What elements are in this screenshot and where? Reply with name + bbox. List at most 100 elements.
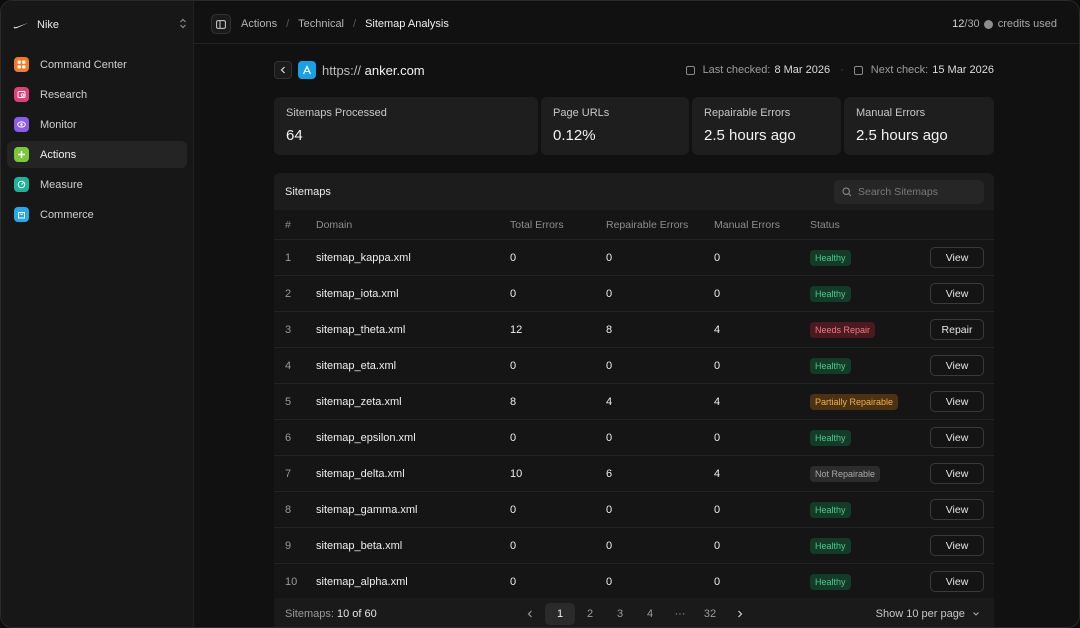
column-header-repairable-errors[interactable]: Repairable Errors: [606, 218, 689, 231]
row-repairable-errors: 6: [606, 467, 613, 480]
stats-row: Sitemaps Processed 64 Page URLs 0.12% Re…: [274, 97, 994, 155]
nike-logo-icon: [13, 17, 29, 33]
sidebar: Nike Command Center Research Monitor Action…: [1, 1, 194, 627]
table-row: 2 sitemap_iota.xml 0 0 0 Healthy View: [274, 276, 994, 312]
view-button[interactable]: View: [930, 427, 984, 448]
page-button[interactable]: 4: [646, 608, 654, 620]
research-icon: [14, 87, 29, 102]
per-page-select[interactable]: Show 10 per page: [876, 608, 980, 620]
breadcrumb: Actions / Technical / Sitemap Analysis: [241, 18, 449, 30]
next-check-date: 15 Mar 2026: [932, 64, 994, 76]
action-cell: View: [930, 240, 984, 275]
view-button[interactable]: View: [930, 463, 984, 484]
row-manual-errors: 0: [714, 575, 721, 588]
column-header-status[interactable]: Status: [810, 218, 840, 231]
row-index: 4: [285, 359, 292, 372]
stat-label: Sitemaps Processed: [286, 107, 387, 119]
action-cell: View: [930, 420, 984, 455]
stat-value: 2.5 hours ago: [856, 127, 948, 144]
column-header-index: #: [285, 218, 291, 231]
row-domain: sitemap_zeta.xml: [316, 395, 402, 408]
view-button[interactable]: View: [930, 283, 984, 304]
view-button[interactable]: View: [930, 499, 984, 520]
next-page-button[interactable]: [725, 603, 755, 625]
sidebar-item-label: Commerce: [40, 208, 94, 221]
chevron-right-icon: [738, 610, 743, 618]
org-switcher[interactable]: Nike: [13, 13, 187, 37]
search-input[interactable]: [858, 186, 978, 198]
sidebar-nav: Command Center Research Monitor Actions Meas…: [7, 51, 187, 231]
row-repairable-errors: 4: [606, 395, 613, 408]
status-cell: Healthy: [810, 240, 851, 275]
row-repairable-errors: 0: [606, 431, 613, 444]
row-total-errors: 0: [510, 539, 517, 552]
sidebar-item-research[interactable]: Research: [7, 81, 187, 108]
sidebar-item-label: Command Center: [40, 58, 127, 71]
stat-card-page-urls: Page URLs 0.12%: [541, 97, 689, 155]
sidebar-item-commerce[interactable]: Commerce: [7, 201, 187, 228]
row-manual-errors: 0: [714, 251, 721, 264]
sidebar-toggle-icon: [216, 19, 226, 29]
breadcrumb-item-actions[interactable]: Actions: [241, 18, 278, 30]
row-total-errors: 0: [510, 431, 517, 444]
row-domain: sitemap_gamma.xml: [316, 503, 418, 516]
row-count-label: Sitemaps:: [285, 608, 334, 620]
sidebar-item-monitor[interactable]: Monitor: [7, 111, 187, 138]
org-name: Nike: [37, 19, 60, 31]
table-row: 5 sitemap_zeta.xml 8 4 4 Partially Repairable…: [274, 384, 994, 420]
page-button[interactable]: 2: [586, 608, 594, 620]
view-button[interactable]: View: [930, 535, 984, 556]
table-row: 9 sitemap_beta.xml 0 0 0 Healthy View: [274, 528, 994, 564]
chevron-left-icon: [527, 610, 532, 618]
action-cell: View: [930, 528, 984, 563]
sidebar-item-label: Actions: [40, 148, 77, 161]
top-bar: Actions / Technical / Sitemap Analysis 1…: [194, 1, 1079, 44]
pagination: 1 2 3 4 ··· 32: [515, 603, 755, 625]
column-header-manual-errors[interactable]: Manual Errors: [714, 218, 780, 231]
table-footer: Sitemaps: 10 of 60 1 2 3 4 ··· 32 Show 10 per…: [274, 598, 994, 627]
breadcrumb-item-technical[interactable]: Technical: [298, 18, 344, 30]
view-button[interactable]: View: [930, 391, 984, 412]
table-row: 4 sitemap_eta.xml 0 0 0 Healthy View: [274, 348, 994, 384]
measure-icon: [14, 177, 29, 192]
row-index: 9: [285, 539, 292, 552]
stat-card-sitemaps-processed: Sitemaps Processed 64: [274, 97, 538, 155]
repair-button[interactable]: Repair: [930, 319, 984, 340]
stat-label: Page URLs: [553, 107, 610, 119]
row-count-value: 10 of 60: [336, 608, 377, 620]
site-url-host: anker.com: [364, 63, 425, 78]
action-cell: View: [930, 348, 984, 383]
view-button[interactable]: View: [930, 247, 984, 268]
sidebar-item-actions[interactable]: Actions: [7, 141, 187, 168]
site-header: https:// anker.com Last checked: 8 Mar 2…: [274, 61, 994, 79]
calendar-icon: [685, 65, 695, 75]
back-button[interactable]: [274, 61, 292, 79]
next-check-label: Next check:: [870, 64, 929, 76]
table-row: 3 sitemap_theta.xml 12 8 4 Needs Repair Repair: [274, 312, 994, 348]
status-badge: Partially Repairable: [810, 393, 899, 410]
sidebar-item-command-center[interactable]: Command Center: [7, 51, 187, 78]
view-button[interactable]: View: [930, 355, 984, 376]
row-repairable-errors: 0: [606, 287, 613, 300]
row-total-errors: 0: [510, 503, 517, 516]
page-button[interactable]: 3: [616, 608, 624, 620]
row-manual-errors: 0: [714, 359, 721, 372]
status-cell: Not Repairable: [810, 456, 881, 491]
page-button[interactable]: 1: [545, 603, 575, 625]
action-cell: View: [930, 564, 984, 599]
row-domain: sitemap_beta.xml: [316, 539, 403, 552]
stat-value: 0.12%: [553, 127, 596, 144]
prev-page-button[interactable]: [515, 603, 545, 625]
view-button[interactable]: View: [930, 571, 984, 592]
column-header-total-errors[interactable]: Total Errors: [510, 218, 564, 231]
page-button[interactable]: 32: [703, 608, 717, 620]
table-body: 1 sitemap_kappa.xml 0 0 0 Healthy View 2 sitemap…: [274, 240, 994, 600]
search-box[interactable]: [834, 180, 984, 204]
sidebar-item-measure[interactable]: Measure: [7, 171, 187, 198]
search-icon: [842, 187, 852, 197]
row-index: 2: [285, 287, 292, 300]
chevron-down-icon: [973, 612, 979, 616]
sidebar-toggle-button[interactable]: [211, 14, 231, 34]
column-header-domain[interactable]: Domain: [316, 218, 353, 231]
row-repairable-errors: 0: [606, 503, 613, 516]
